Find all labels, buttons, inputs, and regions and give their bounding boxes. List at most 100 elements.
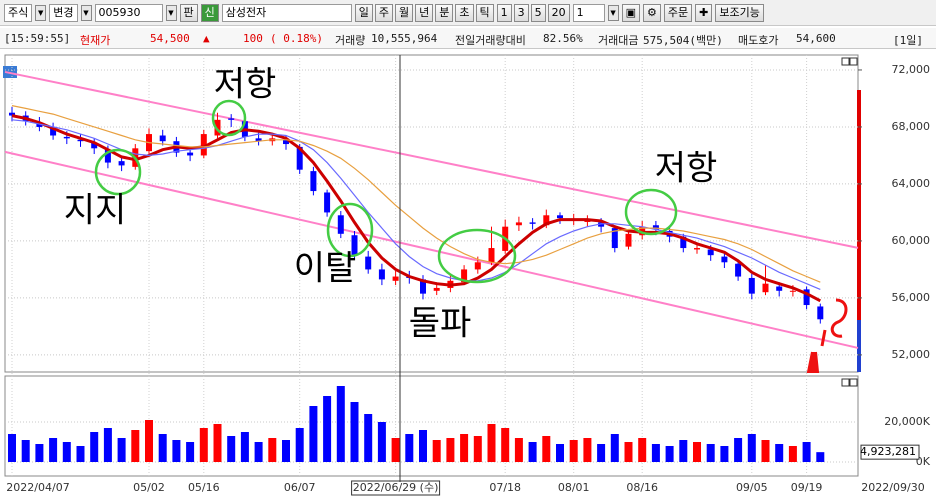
price-panel xyxy=(4,54,859,373)
toolbar-button[interactable]: 틱 xyxy=(475,3,494,22)
annotation: 저항 xyxy=(214,65,277,105)
candle-body xyxy=(296,146,303,170)
dropdown[interactable]: ▼ xyxy=(35,4,47,21)
ask: 54,600 xyxy=(796,32,836,45)
candle-body xyxy=(104,149,111,163)
toolbar-button[interactable]: 일 xyxy=(354,3,373,22)
x-tick-label: 2022/04/07 xyxy=(6,481,69,494)
channel-line xyxy=(4,150,859,349)
toolbar-button[interactable]: 분 xyxy=(435,3,454,22)
candle-body xyxy=(255,138,262,142)
toolbar-button[interactable]: 5 xyxy=(530,3,546,22)
count-input[interactable]: 1 xyxy=(572,3,605,22)
toolbar-button[interactable]: 주 xyxy=(374,3,393,22)
plot-layer: 72,000 68,000 64,000 60,000 56,000 52,000 20,0… xyxy=(4,55,931,496)
volume-bar xyxy=(391,438,400,462)
y-tick-label: 56,000 xyxy=(892,291,931,304)
arrow-scribble xyxy=(806,351,820,373)
volume-bar xyxy=(816,452,825,462)
candle-body xyxy=(365,256,372,270)
volume-bar xyxy=(213,424,222,462)
toolbar-button[interactable]: 20 xyxy=(547,3,570,22)
volume-bar xyxy=(240,432,249,462)
price-label: 현재가 xyxy=(80,34,111,47)
dropdown[interactable]: ▼ xyxy=(80,4,92,21)
candle-body xyxy=(625,233,632,247)
new-badge[interactable]: 신 xyxy=(200,3,219,22)
candle-body xyxy=(378,269,385,280)
candle-body xyxy=(748,277,755,294)
add-button[interactable]: ✚ xyxy=(695,3,713,22)
volume-bar xyxy=(514,438,523,462)
ask-label: 매도호가 xyxy=(738,34,779,47)
volume-bar xyxy=(227,436,236,462)
volume-bar xyxy=(49,438,58,462)
y-tick-label: 64,000 xyxy=(892,177,931,190)
volume-bar xyxy=(419,430,427,462)
highlight-circle xyxy=(624,188,678,236)
volume-bar xyxy=(432,440,441,462)
volume-bar xyxy=(117,438,126,462)
candle-body xyxy=(474,262,481,270)
annotation: 저항 xyxy=(655,149,718,189)
order-button[interactable]: 주문 xyxy=(663,3,693,22)
volume-bar xyxy=(775,444,784,462)
volume-bar xyxy=(610,434,619,462)
panel-button[interactable] xyxy=(849,57,858,66)
x-tick-label: 09/05 xyxy=(736,481,768,494)
volume-bar xyxy=(597,444,606,462)
volume-bar xyxy=(8,434,16,462)
volume-bar xyxy=(542,436,551,462)
market-select[interactable]: 주식 xyxy=(4,3,33,22)
volume-bar xyxy=(405,434,414,462)
change-pct: ( 0.18%) xyxy=(270,32,323,45)
volume-bar xyxy=(446,438,455,462)
volume-bar xyxy=(35,444,44,462)
panel-button[interactable] xyxy=(841,57,850,66)
candle-body xyxy=(420,279,426,294)
aux-button[interactable]: 보조기능 xyxy=(715,3,764,22)
save-button[interactable]: ▣ xyxy=(621,3,641,22)
candle-body xyxy=(776,286,783,291)
panel-button[interactable] xyxy=(849,378,858,387)
toolbar-button[interactable]: 3 xyxy=(513,3,529,22)
x-tick-label: 05/02 xyxy=(133,481,165,494)
candle-body xyxy=(789,290,796,292)
change-button[interactable]: 변경 xyxy=(49,3,78,22)
toolbar-button[interactable]: 년 xyxy=(415,3,434,22)
candle-body xyxy=(159,135,166,142)
x-tick-label: 08/01 xyxy=(558,481,590,494)
settings-button[interactable]: ⚙ xyxy=(643,3,661,22)
volume-bar xyxy=(131,430,140,462)
panel-button[interactable] xyxy=(841,378,850,387)
candle-body xyxy=(310,171,317,192)
vs-prev: 82.56% xyxy=(543,32,583,45)
candle-body xyxy=(324,192,331,213)
current-volume-box xyxy=(860,444,920,460)
current-volume-label: 4,923,281 xyxy=(860,445,916,458)
dropdown[interactable]: ▼ xyxy=(165,4,177,21)
volume-bar xyxy=(323,396,332,462)
volume-bar xyxy=(638,438,647,462)
dropdown[interactable]: ▼ xyxy=(607,4,619,21)
toolbar-button[interactable]: 월 xyxy=(395,3,414,22)
candle-body xyxy=(557,215,563,219)
toolbar-button[interactable]: 1 xyxy=(496,3,512,22)
x-tick-label: 05/16 xyxy=(188,481,220,494)
volume-bar xyxy=(556,444,564,462)
moving-average xyxy=(11,114,821,303)
volume-bar xyxy=(802,442,811,462)
candle-body xyxy=(214,119,221,136)
volume-bar xyxy=(103,428,112,462)
highlight-circle xyxy=(437,228,517,284)
toolbar-button[interactable]: 초 xyxy=(455,3,474,22)
code-input[interactable]: 005930 xyxy=(94,3,163,22)
price: 54,500 xyxy=(150,32,190,45)
x-tick-label: 07/18 xyxy=(489,481,521,494)
board-button[interactable]: 판 xyxy=(179,3,198,22)
volume-bar xyxy=(583,438,592,462)
candle-body xyxy=(118,161,125,166)
